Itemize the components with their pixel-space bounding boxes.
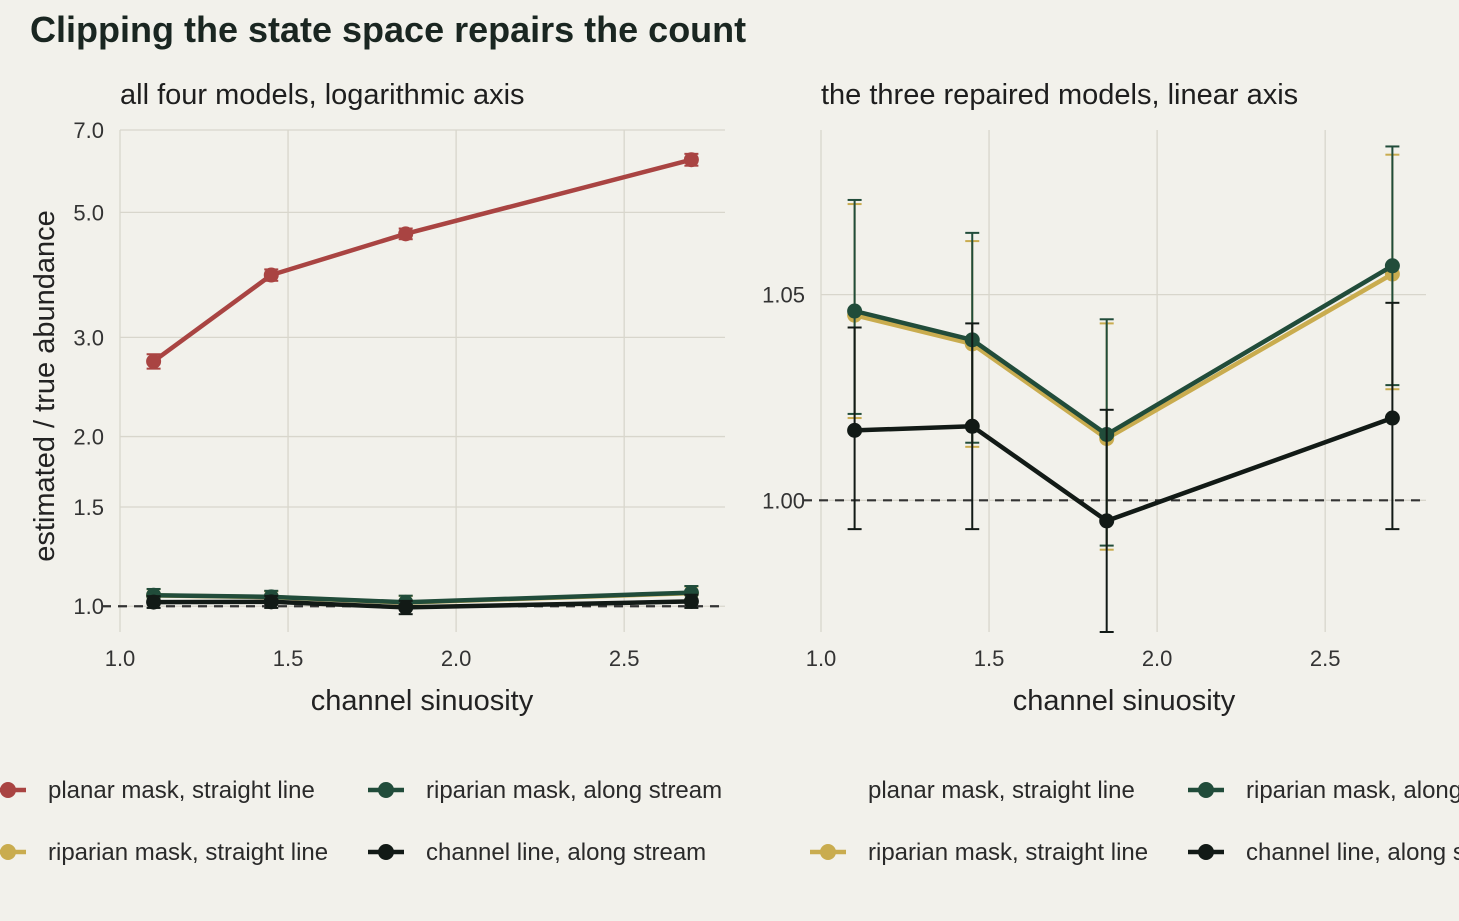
legend-item: riparian mask, straight line: [810, 839, 1148, 866]
legend-right: planar mask, straight line riparian mask,…: [810, 777, 1459, 866]
legend-item: channel line, along stream: [368, 839, 706, 866]
y-tick-label: 5.0: [73, 200, 104, 225]
panel-linear: the three repaired models, linear axis 1…: [762, 79, 1426, 717]
figure-title: Clipping the state space repairs the cou…: [30, 9, 746, 50]
legend-swatch-point: [378, 844, 394, 860]
x-tick-label: 1.5: [974, 646, 1005, 671]
legend-label: channel line, along stream: [426, 839, 706, 866]
legend-label: riparian mask, along stream: [1246, 777, 1459, 804]
legend-label: channel line, along stream: [1246, 839, 1459, 866]
series-line: [152, 157, 692, 364]
legend-swatch-point: [1198, 782, 1214, 798]
legend-label: planar mask, straight line: [48, 777, 315, 804]
x-axis-label: channel sinuosity: [311, 685, 534, 717]
legend-item: planar mask, straight line: [868, 777, 1135, 804]
legend-swatch-point: [0, 844, 16, 860]
legend-item: planar mask, straight line: [0, 777, 315, 804]
data-point: [1384, 258, 1400, 274]
plot-area: [102, 152, 725, 616]
y-tick-label: 1.5: [73, 495, 104, 520]
x-tick-label: 1.0: [105, 646, 136, 671]
data-point: [683, 152, 699, 168]
legend-item: riparian mask, straight line: [0, 839, 328, 866]
data-point: [847, 422, 863, 438]
legend-item: riparian mask, along stream: [1188, 777, 1459, 804]
legend-item: channel line, along stream: [1188, 839, 1459, 866]
tick-labels: 1.0 1.5 2.0 2.5 1.00 1.05: [762, 283, 1340, 671]
series-riparian_along: [847, 145, 1400, 547]
series-line: [854, 272, 1394, 441]
data-point: [263, 594, 279, 610]
series-line: [854, 415, 1394, 524]
panel-log: all four models, logarithmic axis 1.0 1.5…: [29, 79, 725, 717]
legend-label: planar mask, straight line: [868, 777, 1135, 804]
series-line: [854, 263, 1394, 437]
tick-labels: 1.0 1.5 2.0 2.5 1.0 1.5 2.0 3.0 5.0 7.0: [73, 118, 639, 671]
y-tick-label: 1.0: [73, 594, 104, 619]
y-axis-label: estimated / true abundance: [29, 210, 61, 561]
legend-swatch-point: [820, 844, 836, 860]
x-tick-label: 1.0: [806, 646, 837, 671]
plot-area: [803, 145, 1426, 633]
y-tick-label: 1.05: [762, 283, 805, 308]
x-tick-label: 1.5: [273, 646, 304, 671]
series-line: [153, 590, 692, 605]
x-tick-label: 2.0: [441, 646, 472, 671]
data-point: [683, 593, 699, 609]
x-tick-label: 2.5: [609, 646, 640, 671]
data-point: [263, 267, 279, 283]
grid: [820, 130, 1426, 632]
legend-label: riparian mask, straight line: [868, 839, 1148, 866]
y-tick-label: 1.00: [762, 488, 805, 513]
data-point: [146, 353, 162, 369]
series-channel_along: [146, 593, 699, 616]
legend-swatch-point: [378, 782, 394, 798]
data-point: [146, 594, 162, 610]
data-point: [847, 303, 863, 319]
series-planar_straight: [146, 152, 699, 370]
legend-label: riparian mask, straight line: [48, 839, 328, 866]
legend-left: planar mask, straight line riparian mask,…: [0, 777, 722, 866]
grid: [119, 129, 725, 632]
panel-title: all four models, logarithmic axis: [120, 79, 525, 111]
x-axis-label: channel sinuosity: [1013, 685, 1236, 717]
y-tick-label: 7.0: [73, 118, 104, 143]
series-line: [153, 599, 692, 610]
data-point: [1099, 513, 1115, 529]
series-channel_along: [847, 301, 1400, 633]
y-tick-label: 3.0: [73, 325, 104, 350]
data-point: [398, 226, 414, 242]
legend-swatch-point: [1198, 844, 1214, 860]
panel-title: the three repaired models, linear axis: [821, 79, 1298, 111]
x-tick-label: 2.5: [1310, 646, 1341, 671]
legend-swatch-point: [0, 782, 16, 798]
series-riparian_straight: [847, 153, 1400, 551]
legend-item: riparian mask, along stream: [368, 777, 722, 804]
data-point: [964, 418, 980, 434]
data-point: [398, 599, 414, 615]
data-point: [1384, 410, 1400, 426]
y-tick-label: 2.0: [73, 425, 104, 450]
legend-label: riparian mask, along stream: [426, 777, 722, 804]
x-tick-label: 2.0: [1142, 646, 1173, 671]
